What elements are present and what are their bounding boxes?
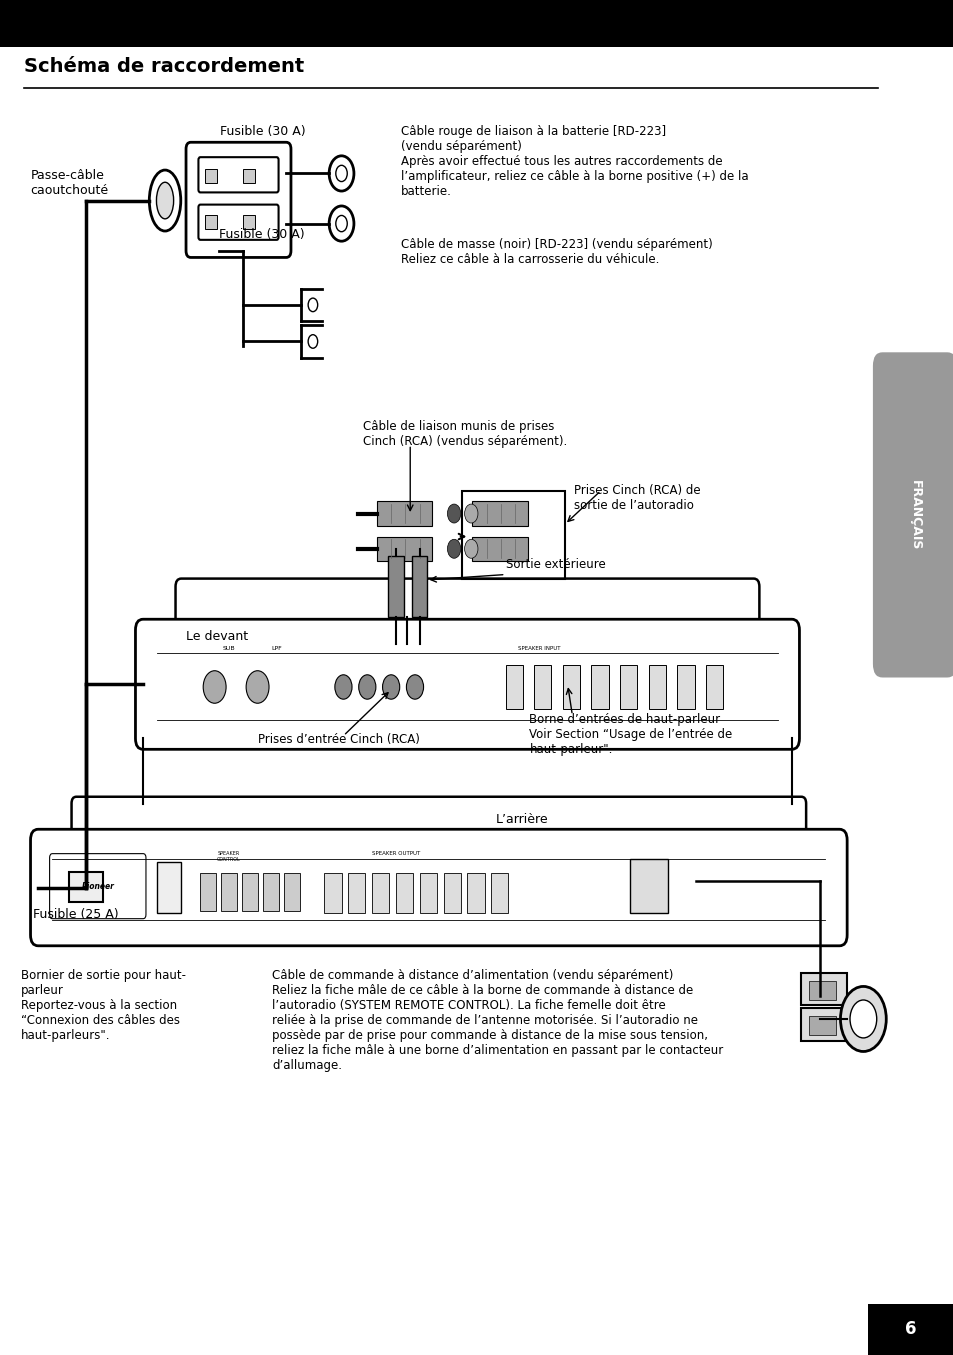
Bar — [388, 556, 403, 617]
Ellipse shape — [149, 171, 181, 232]
Text: Fusible (30 A): Fusible (30 A) — [219, 125, 305, 138]
Circle shape — [358, 675, 375, 699]
Bar — [0, 0, 953, 47]
Bar — [157, 862, 181, 913]
Circle shape — [329, 206, 354, 241]
Circle shape — [246, 671, 269, 703]
FancyBboxPatch shape — [872, 352, 953, 678]
Bar — [263, 873, 278, 911]
Text: Prises d’entrée Cinch (RCA): Prises d’entrée Cinch (RCA) — [257, 733, 419, 747]
Bar — [324, 873, 341, 913]
Bar — [705, 665, 722, 709]
Circle shape — [329, 156, 354, 191]
Text: SPEAKER
CONTROL: SPEAKER CONTROL — [217, 851, 240, 862]
Bar — [395, 873, 413, 913]
FancyBboxPatch shape — [198, 157, 278, 192]
Text: Câble rouge de liaison à la batterie [RD-223]
(vendu séparément)
Après avoir eff: Câble rouge de liaison à la batterie [RD… — [400, 125, 747, 198]
Text: Le devant: Le devant — [186, 630, 248, 644]
Bar — [867, 1304, 953, 1355]
Text: Fusible (25 A): Fusible (25 A) — [33, 908, 119, 921]
Bar — [808, 981, 835, 1000]
Bar — [205, 215, 216, 229]
Text: SPEAKER INPUT: SPEAKER INPUT — [517, 646, 559, 652]
Bar — [376, 501, 432, 526]
Bar — [467, 873, 484, 913]
Bar — [677, 665, 694, 709]
Ellipse shape — [156, 183, 173, 220]
FancyBboxPatch shape — [30, 829, 846, 946]
FancyBboxPatch shape — [175, 579, 759, 638]
Bar — [69, 873, 103, 902]
Bar — [562, 665, 579, 709]
Bar — [472, 537, 527, 561]
Bar — [284, 873, 299, 911]
Text: Sortie extérieure: Sortie extérieure — [505, 558, 605, 572]
Circle shape — [335, 165, 347, 182]
Circle shape — [382, 675, 399, 699]
Bar — [472, 501, 527, 526]
Bar — [412, 556, 427, 617]
Circle shape — [447, 504, 460, 523]
Text: SPEAKER OUTPUT: SPEAKER OUTPUT — [372, 851, 419, 856]
Bar — [591, 665, 608, 709]
Bar — [243, 215, 254, 229]
FancyBboxPatch shape — [135, 619, 799, 749]
Bar — [629, 859, 667, 913]
Circle shape — [335, 675, 352, 699]
Bar — [242, 873, 257, 911]
Text: Bornier de sortie pour haut-
parleur
Reportez-vous à la section
“Connexion des c: Bornier de sortie pour haut- parleur Rep… — [21, 969, 186, 1042]
Circle shape — [464, 504, 477, 523]
Circle shape — [840, 986, 885, 1051]
Circle shape — [849, 1000, 876, 1038]
Text: Prises Cinch (RCA) de
sortie de l’autoradio: Prises Cinch (RCA) de sortie de l’autora… — [574, 484, 700, 512]
Text: FRANÇAIS: FRANÇAIS — [907, 480, 921, 550]
Text: Passe-câble
caoutchouté: Passe-câble caoutchouté — [30, 169, 109, 198]
Circle shape — [308, 298, 317, 312]
Circle shape — [406, 675, 423, 699]
Bar — [619, 665, 637, 709]
Text: 6: 6 — [904, 1320, 916, 1339]
Circle shape — [203, 671, 226, 703]
Circle shape — [447, 539, 460, 558]
FancyBboxPatch shape — [186, 142, 291, 257]
Text: Schéma de raccordement: Schéma de raccordement — [24, 57, 304, 76]
FancyBboxPatch shape — [71, 797, 805, 847]
Bar — [801, 973, 846, 1005]
Text: SUB: SUB — [222, 646, 235, 652]
Bar — [372, 873, 389, 913]
Bar — [534, 665, 551, 709]
Bar — [461, 491, 564, 579]
Bar — [808, 1016, 835, 1035]
Text: LPF: LPF — [271, 646, 282, 652]
Text: Borne d’entrées de haut-parleur
Voir Section “Usage de l’entrée de
haut-parleur": Borne d’entrées de haut-parleur Voir Sec… — [529, 713, 732, 756]
Text: Pioneer: Pioneer — [82, 882, 114, 890]
Bar — [648, 665, 665, 709]
Text: Câble de masse (noir) [RD-223] (vendu séparément)
Reliez ce câble à la carrosser: Câble de masse (noir) [RD-223] (vendu sé… — [400, 238, 712, 267]
Bar — [243, 169, 254, 183]
Text: Câble de commande à distance d’alimentation (vendu séparément)
Reliez la fiche m: Câble de commande à distance d’alimentat… — [272, 969, 722, 1072]
Bar — [491, 873, 508, 913]
FancyBboxPatch shape — [50, 854, 146, 919]
Bar — [221, 873, 236, 911]
Bar — [376, 537, 432, 561]
Text: Câble de liaison munis de prises
Cinch (RCA) (vendus séparément).: Câble de liaison munis de prises Cinch (… — [362, 420, 566, 449]
Text: Fusible (30 A): Fusible (30 A) — [219, 228, 305, 241]
Bar — [205, 169, 216, 183]
Circle shape — [464, 539, 477, 558]
Bar — [419, 873, 436, 913]
FancyBboxPatch shape — [198, 205, 278, 240]
Bar — [505, 665, 522, 709]
Circle shape — [308, 335, 317, 348]
Circle shape — [335, 215, 347, 232]
Text: L’arrière: L’arrière — [496, 813, 548, 827]
Bar — [801, 1008, 846, 1041]
Bar — [200, 873, 215, 911]
Bar — [443, 873, 460, 913]
Bar — [348, 873, 365, 913]
